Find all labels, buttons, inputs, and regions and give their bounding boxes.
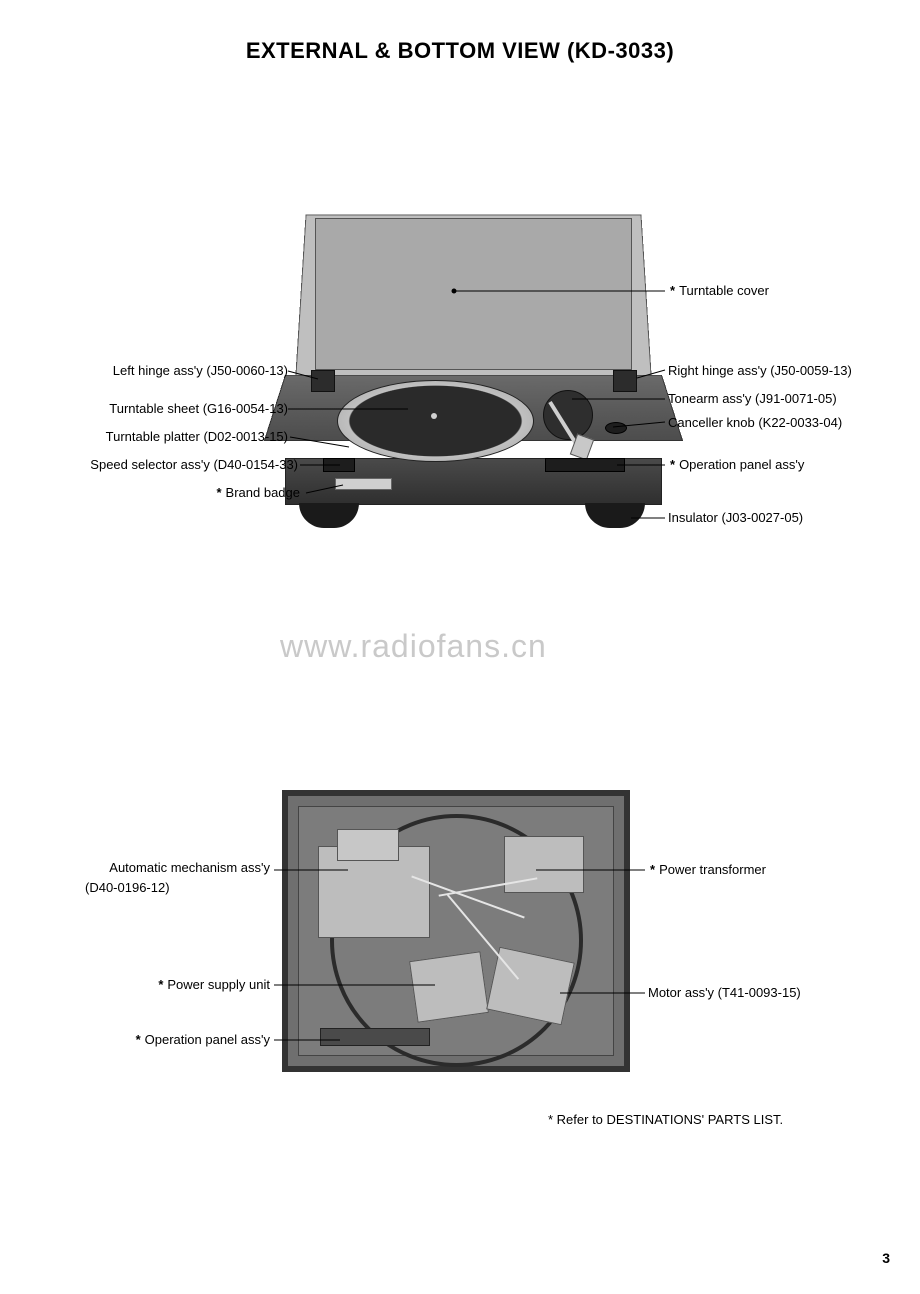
label-brand-badge: * Brand badge — [60, 485, 300, 500]
page-title: EXTERNAL & BOTTOM VIEW (KD-3033) — [0, 38, 920, 64]
label-canceller: Canceller knob (K22-0033-04) — [668, 415, 842, 430]
operation-panel — [545, 458, 625, 472]
label-turntable-cover: * Turntable cover — [670, 283, 769, 298]
page-number: 3 — [882, 1250, 890, 1266]
label-auto-mechanism-line2: (D40-0196-12) — [40, 880, 315, 895]
turntable-cover-inner — [315, 218, 632, 370]
power-transformer — [504, 836, 584, 893]
asterisk-icon: * — [158, 977, 163, 992]
label-power-transformer: * Power transformer — [650, 862, 766, 877]
footnote: * Refer to DESTINATIONS' PARTS LIST. — [548, 1112, 783, 1127]
label-power-supply: * Power supply unit — [40, 977, 270, 992]
label-power-supply-text: Power supply unit — [167, 977, 270, 992]
label-speed-selector: Speed selector ass'y (D40-0154-33) — [20, 457, 298, 472]
label-tonearm: Tonearm ass'y (J91-0071-05) — [668, 391, 837, 406]
right-hinge — [613, 370, 637, 392]
insulator-left — [299, 503, 359, 528]
bottom-view-figure — [282, 790, 630, 1072]
label-insulator: Insulator (J03-0027-05) — [668, 510, 803, 525]
spindle — [431, 413, 437, 419]
automatic-mechanism — [318, 846, 430, 938]
label-turntable-platter: Turntable platter (D02-0013-15) — [40, 429, 288, 444]
turntable-platter — [337, 380, 534, 462]
asterisk-icon: * — [216, 485, 221, 500]
left-hinge — [311, 370, 335, 392]
label-operation-panel-bottom: * Operation panel ass'y — [40, 1032, 270, 1047]
label-motor-assy: Motor ass'y (T41-0093-15) — [648, 985, 801, 1000]
label-operation-panel: * Operation panel ass'y — [670, 457, 804, 472]
label-brand-badge-text: Brand badge — [226, 485, 300, 500]
power-supply-unit — [409, 951, 489, 1022]
label-left-hinge: Left hinge ass'y (J50-0060-13) — [40, 363, 288, 378]
canceller-knob — [605, 422, 627, 434]
label-auto-mechanism-line1: Automatic mechanism ass'y — [40, 860, 270, 875]
insulator-right — [585, 503, 645, 528]
label-operation-panel-bottom-text: Operation panel ass'y — [145, 1032, 270, 1047]
operation-panel-bottom — [320, 1028, 430, 1046]
brand-badge — [335, 478, 392, 490]
asterisk-icon: * — [136, 1032, 141, 1047]
speed-selector — [323, 458, 355, 472]
label-turntable-sheet: Turntable sheet (G16-0054-13) — [40, 401, 288, 416]
asterisk-icon: * — [670, 283, 675, 298]
label-turntable-cover-text: Turntable cover — [679, 283, 769, 298]
external-view-figure — [285, 200, 660, 550]
label-right-hinge: Right hinge ass'y (J50-0059-13) — [668, 363, 852, 378]
asterisk-icon: * — [670, 457, 675, 472]
label-power-transformer-text: Power transformer — [659, 862, 766, 877]
asterisk-icon: * — [650, 862, 655, 877]
label-operation-panel-text: Operation panel ass'y — [679, 457, 804, 472]
watermark-text: www.radiofans.cn — [280, 628, 547, 665]
